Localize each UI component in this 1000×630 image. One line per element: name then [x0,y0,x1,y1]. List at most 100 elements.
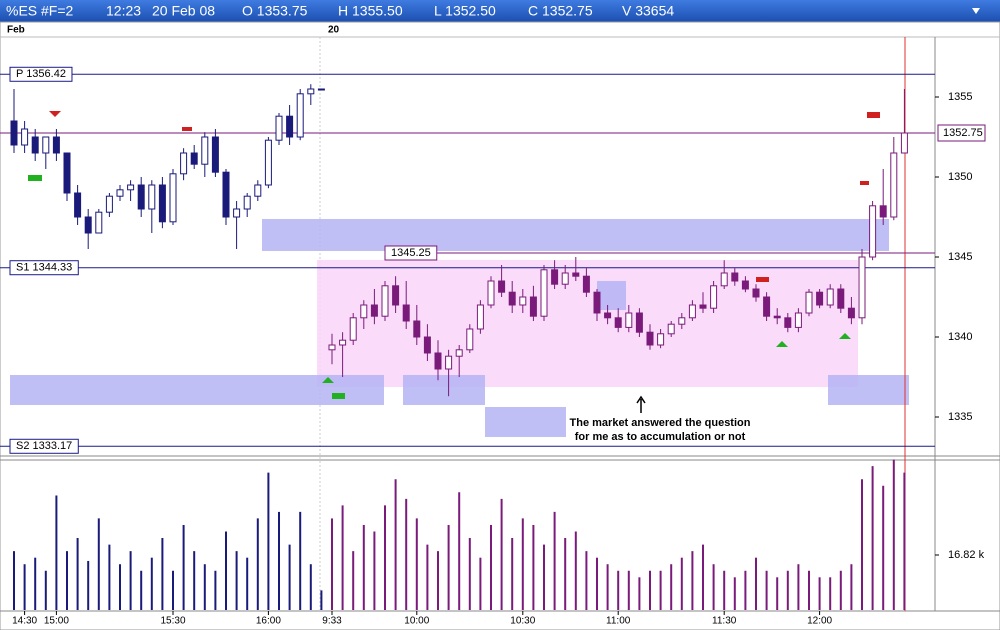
candle-body [794,312,802,328]
candle-body [763,296,771,317]
level-label: P 1356.42 [16,68,66,80]
candle-body [593,291,601,314]
high: H 1355.50 [338,3,403,19]
candle-body [392,285,400,306]
level-label-box [9,438,79,454]
candle-body [688,304,696,319]
candle-body [349,317,357,341]
candle-body [784,317,792,328]
buy-dash [332,393,345,399]
open: O 1353.75 [242,3,308,19]
level-label: S2 1333.17 [16,440,72,452]
candle-body [402,304,410,322]
level-label-box [384,245,438,261]
candle-body [339,339,347,346]
x-tick-label: 11:30 [712,616,737,627]
buy-marker [776,341,788,347]
low: L 1352.50 [434,3,496,19]
candle-body [561,272,569,285]
date-label: 20 [328,25,340,36]
candle-body [10,120,18,146]
candle-body [21,128,29,146]
sell-dash [182,127,192,131]
candle-body [296,93,304,138]
candle-body [127,184,135,191]
candle-body [222,171,230,218]
candle-body [826,288,834,306]
levels: P 1356.42 S1 1344.33 S2 1333.17 1345.25 [0,66,935,454]
candle-body [540,269,548,317]
last-price-label: 1352.75 [943,127,983,139]
candle-body [360,304,368,319]
candle-body [190,152,198,165]
candle-body [105,195,113,213]
annotation-line: The market answered the question [570,417,751,429]
candle-body [816,291,824,306]
volume-tick-label: 16.82 k [948,549,985,561]
candle-body [582,275,590,293]
candle-body [466,328,474,351]
candle-body [519,296,527,306]
candle-body [741,280,749,290]
last-price-box [937,124,986,142]
candle-body [837,288,845,309]
supply-zone [262,219,889,251]
candle-body [243,195,251,210]
zones [10,219,909,437]
level-label-box [9,66,73,82]
small-zone [597,281,626,310]
level-label: 1345.25 [391,247,431,259]
y-tick-label: 1355 [948,91,972,103]
candle-body [169,173,177,223]
candle-body [211,136,219,173]
candle-body [572,272,580,277]
date: 20 Feb 08 [152,3,215,19]
date-label: Feb [7,25,25,36]
candle-body [74,192,82,218]
candle-body [635,312,643,333]
candle-body [487,280,495,306]
candle-body [847,307,855,319]
candle-body [710,285,718,309]
dropdown-button[interactable] [972,8,980,14]
title-bar: %ES #F=2 12:23 20 Feb 08 O 1353.75 H 135… [0,0,1000,22]
candle-body [455,349,463,357]
candle-body [625,312,633,328]
candle-body [773,315,781,319]
candle-body [529,296,537,317]
annotation-line: for me as to accumulation or not [575,431,746,443]
candle-body [900,132,908,154]
candle-body [116,189,124,197]
candle-body [413,320,421,338]
level-label: S1 1344.33 [16,262,72,274]
level-label-box [9,260,79,276]
candle-body [667,323,675,335]
x-tick-label: 10:00 [404,616,429,627]
candle-body [805,291,813,314]
candle-body [84,216,92,234]
candle-body [434,352,442,370]
candle-body [879,205,887,218]
candle-body [148,184,156,210]
plot [10,84,908,610]
candle-body [858,256,866,319]
candle-body [551,269,559,285]
x-tick-label: 11:00 [606,616,631,627]
demand-zone [828,375,909,405]
x-tick-label: 15:00 [44,616,69,627]
candle-body [604,312,612,319]
candle-body [678,317,686,325]
buy-marker [839,333,851,339]
candle-body [657,333,665,346]
candle-body [180,152,188,175]
candle-body [508,291,516,306]
volume: V 33654 [622,3,674,19]
close: C 1352.75 [528,3,593,19]
candle-body [731,272,739,282]
candle-body [370,304,378,317]
annotation-arrow [636,395,646,413]
demand-zone [403,375,485,405]
candle-body [158,184,166,223]
candle-body [31,136,39,154]
sell-dash [867,112,880,118]
